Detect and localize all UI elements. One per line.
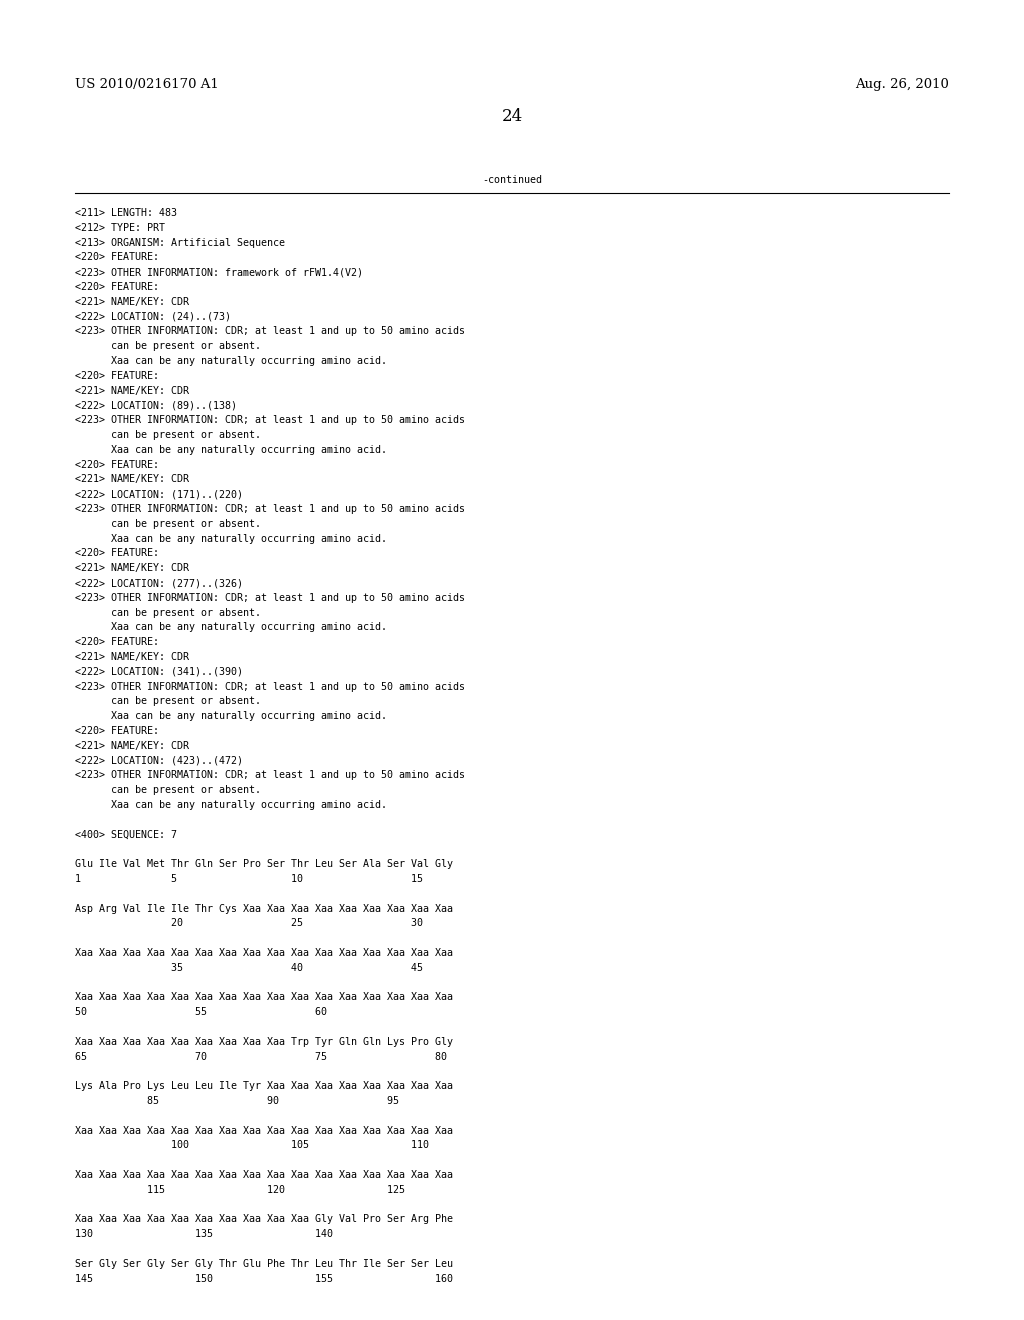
Text: Xaa Xaa Xaa Xaa Xaa Xaa Xaa Xaa Xaa Xaa Xaa Xaa Xaa Xaa Xaa Xaa: Xaa Xaa Xaa Xaa Xaa Xaa Xaa Xaa Xaa Xaa …: [75, 948, 453, 958]
Text: -continued: -continued: [482, 176, 542, 185]
Text: Lys Ala Pro Lys Leu Leu Ile Tyr Xaa Xaa Xaa Xaa Xaa Xaa Xaa Xaa: Lys Ala Pro Lys Leu Leu Ile Tyr Xaa Xaa …: [75, 1081, 453, 1092]
Text: <220> FEATURE:: <220> FEATURE:: [75, 282, 159, 292]
Text: Xaa can be any naturally occurring amino acid.: Xaa can be any naturally occurring amino…: [75, 533, 387, 544]
Text: <220> FEATURE:: <220> FEATURE:: [75, 726, 159, 737]
Text: <221> NAME/KEY: CDR: <221> NAME/KEY: CDR: [75, 385, 189, 396]
Text: can be present or absent.: can be present or absent.: [75, 607, 261, 618]
Text: Xaa can be any naturally occurring amino acid.: Xaa can be any naturally occurring amino…: [75, 623, 387, 632]
Text: 130                 135                 140: 130 135 140: [75, 1229, 333, 1239]
Text: Xaa can be any naturally occurring amino acid.: Xaa can be any naturally occurring amino…: [75, 800, 387, 810]
Text: can be present or absent.: can be present or absent.: [75, 519, 261, 529]
Text: <211> LENGTH: 483: <211> LENGTH: 483: [75, 209, 177, 218]
Text: can be present or absent.: can be present or absent.: [75, 785, 261, 795]
Text: <222> LOCATION: (277)..(326): <222> LOCATION: (277)..(326): [75, 578, 243, 587]
Text: <222> LOCATION: (423)..(472): <222> LOCATION: (423)..(472): [75, 755, 243, 766]
Text: <220> FEATURE:: <220> FEATURE:: [75, 252, 159, 263]
Text: can be present or absent.: can be present or absent.: [75, 430, 261, 440]
Text: <220> FEATURE:: <220> FEATURE:: [75, 371, 159, 380]
Text: 35                  40                  45: 35 40 45: [75, 962, 423, 973]
Text: <400> SEQUENCE: 7: <400> SEQUENCE: 7: [75, 829, 177, 840]
Text: Asp Arg Val Ile Ile Thr Cys Xaa Xaa Xaa Xaa Xaa Xaa Xaa Xaa Xaa: Asp Arg Val Ile Ile Thr Cys Xaa Xaa Xaa …: [75, 904, 453, 913]
Text: <212> TYPE: PRT: <212> TYPE: PRT: [75, 223, 165, 232]
Text: 24: 24: [502, 108, 522, 125]
Text: 100                 105                 110: 100 105 110: [75, 1140, 429, 1151]
Text: can be present or absent.: can be present or absent.: [75, 341, 261, 351]
Text: <223> OTHER INFORMATION: CDR; at least 1 and up to 50 amino acids: <223> OTHER INFORMATION: CDR; at least 1…: [75, 416, 465, 425]
Text: Xaa can be any naturally occurring amino acid.: Xaa can be any naturally occurring amino…: [75, 445, 387, 455]
Text: <222> LOCATION: (341)..(390): <222> LOCATION: (341)..(390): [75, 667, 243, 677]
Text: 65                  70                  75                  80: 65 70 75 80: [75, 1052, 447, 1061]
Text: <220> FEATURE:: <220> FEATURE:: [75, 638, 159, 647]
Text: <220> FEATURE:: <220> FEATURE:: [75, 459, 159, 470]
Text: <221> NAME/KEY: CDR: <221> NAME/KEY: CDR: [75, 297, 189, 306]
Text: <220> FEATURE:: <220> FEATURE:: [75, 548, 159, 558]
Text: Xaa Xaa Xaa Xaa Xaa Xaa Xaa Xaa Xaa Xaa Xaa Xaa Xaa Xaa Xaa Xaa: Xaa Xaa Xaa Xaa Xaa Xaa Xaa Xaa Xaa Xaa …: [75, 1126, 453, 1135]
Text: <222> LOCATION: (24)..(73): <222> LOCATION: (24)..(73): [75, 312, 231, 322]
Text: <223> OTHER INFORMATION: CDR; at least 1 and up to 50 amino acids: <223> OTHER INFORMATION: CDR; at least 1…: [75, 593, 465, 603]
Text: Aug. 26, 2010: Aug. 26, 2010: [855, 78, 949, 91]
Text: <222> LOCATION: (171)..(220): <222> LOCATION: (171)..(220): [75, 490, 243, 499]
Text: <221> NAME/KEY: CDR: <221> NAME/KEY: CDR: [75, 474, 189, 484]
Text: 20                  25                  30: 20 25 30: [75, 919, 423, 928]
Text: <223> OTHER INFORMATION: CDR; at least 1 and up to 50 amino acids: <223> OTHER INFORMATION: CDR; at least 1…: [75, 326, 465, 337]
Text: <223> OTHER INFORMATION: framework of rFW1.4(V2): <223> OTHER INFORMATION: framework of rF…: [75, 267, 362, 277]
Text: <223> OTHER INFORMATION: CDR; at least 1 and up to 50 amino acids: <223> OTHER INFORMATION: CDR; at least 1…: [75, 771, 465, 780]
Text: 145                 150                 155                 160: 145 150 155 160: [75, 1274, 453, 1283]
Text: 85                  90                  95: 85 90 95: [75, 1096, 399, 1106]
Text: <223> OTHER INFORMATION: CDR; at least 1 and up to 50 amino acids: <223> OTHER INFORMATION: CDR; at least 1…: [75, 681, 465, 692]
Text: Glu Ile Val Met Thr Gln Ser Pro Ser Thr Leu Ser Ala Ser Val Gly: Glu Ile Val Met Thr Gln Ser Pro Ser Thr …: [75, 859, 453, 869]
Text: 115                 120                 125: 115 120 125: [75, 1185, 406, 1195]
Text: <221> NAME/KEY: CDR: <221> NAME/KEY: CDR: [75, 741, 189, 751]
Text: Xaa Xaa Xaa Xaa Xaa Xaa Xaa Xaa Xaa Xaa Gly Val Pro Ser Arg Phe: Xaa Xaa Xaa Xaa Xaa Xaa Xaa Xaa Xaa Xaa …: [75, 1214, 453, 1225]
Text: <223> OTHER INFORMATION: CDR; at least 1 and up to 50 amino acids: <223> OTHER INFORMATION: CDR; at least 1…: [75, 504, 465, 513]
Text: Xaa Xaa Xaa Xaa Xaa Xaa Xaa Xaa Xaa Xaa Xaa Xaa Xaa Xaa Xaa Xaa: Xaa Xaa Xaa Xaa Xaa Xaa Xaa Xaa Xaa Xaa …: [75, 993, 453, 1002]
Text: <221> NAME/KEY: CDR: <221> NAME/KEY: CDR: [75, 652, 189, 663]
Text: Xaa Xaa Xaa Xaa Xaa Xaa Xaa Xaa Xaa Xaa Xaa Xaa Xaa Xaa Xaa Xaa: Xaa Xaa Xaa Xaa Xaa Xaa Xaa Xaa Xaa Xaa …: [75, 1170, 453, 1180]
Text: 1               5                   10                  15: 1 5 10 15: [75, 874, 423, 884]
Text: US 2010/0216170 A1: US 2010/0216170 A1: [75, 78, 219, 91]
Text: Xaa can be any naturally occurring amino acid.: Xaa can be any naturally occurring amino…: [75, 356, 387, 366]
Text: <213> ORGANISM: Artificial Sequence: <213> ORGANISM: Artificial Sequence: [75, 238, 285, 248]
Text: <222> LOCATION: (89)..(138): <222> LOCATION: (89)..(138): [75, 400, 237, 411]
Text: Xaa can be any naturally occurring amino acid.: Xaa can be any naturally occurring amino…: [75, 711, 387, 721]
Text: <221> NAME/KEY: CDR: <221> NAME/KEY: CDR: [75, 564, 189, 573]
Text: 50                  55                  60: 50 55 60: [75, 1007, 327, 1018]
Text: Ser Gly Ser Gly Ser Gly Thr Glu Phe Thr Leu Thr Ile Ser Ser Leu: Ser Gly Ser Gly Ser Gly Thr Glu Phe Thr …: [75, 1259, 453, 1269]
Text: Xaa Xaa Xaa Xaa Xaa Xaa Xaa Xaa Xaa Trp Tyr Gln Gln Lys Pro Gly: Xaa Xaa Xaa Xaa Xaa Xaa Xaa Xaa Xaa Trp …: [75, 1036, 453, 1047]
Text: can be present or absent.: can be present or absent.: [75, 697, 261, 706]
